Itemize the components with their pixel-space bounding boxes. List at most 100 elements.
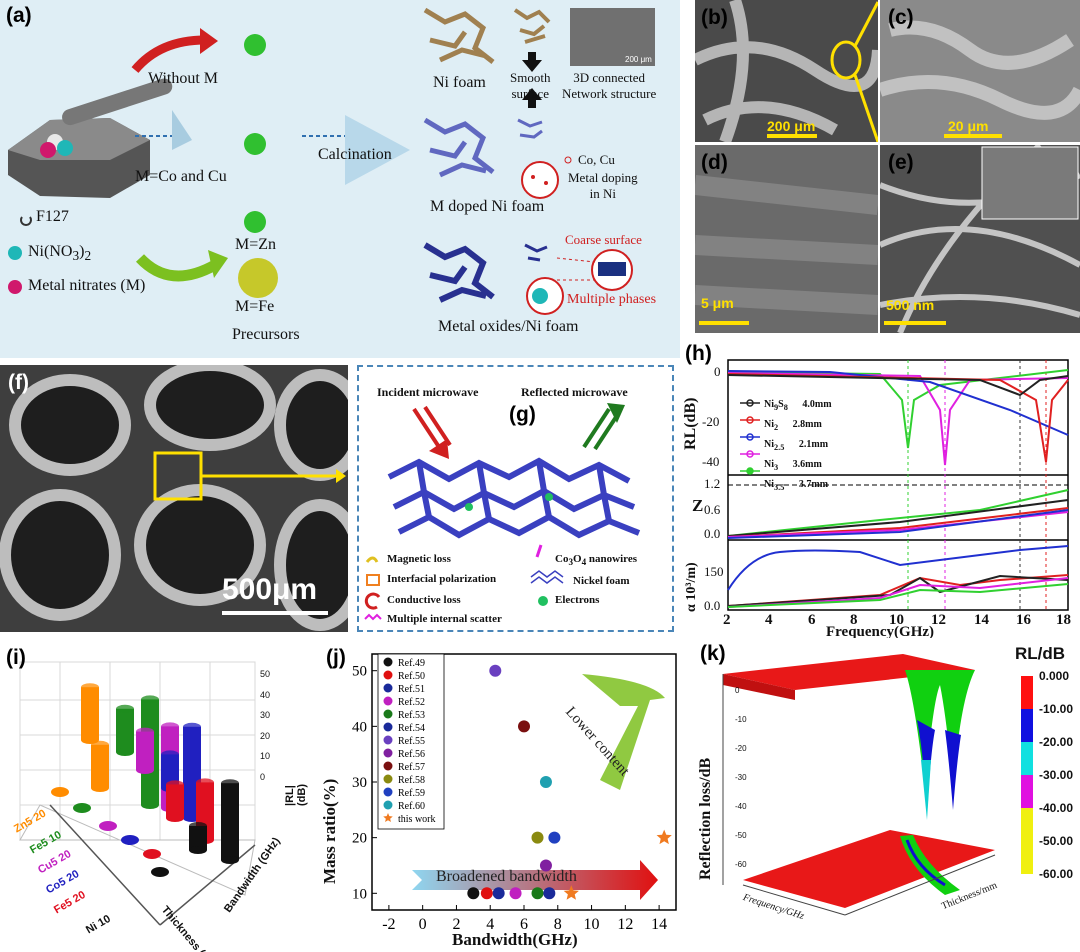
lower-content-arrow xyxy=(582,674,665,790)
panel-i: (i) Zn5 20 Fe5 10 Cu5 20 Co5 20 Fe5 20 Ni 10 … xyxy=(0,640,320,952)
data-point xyxy=(467,887,480,900)
legend-marker xyxy=(383,800,393,810)
m-fe-label: M=Fe xyxy=(235,298,275,315)
nickel-foam-label: Nickel foam xyxy=(573,575,630,587)
legend-marker xyxy=(383,709,393,719)
x-tick-label: 4 xyxy=(486,916,494,933)
panel-c: (c) 20 μm xyxy=(880,0,1080,142)
panel-e: (e) 500 nm xyxy=(880,145,1080,333)
legend-entry: Ni3.5 3.7mm xyxy=(764,479,829,492)
panel-g: (g) Incident microwave Reflected microwa… xyxy=(357,365,674,632)
legend-marker xyxy=(383,670,393,680)
panel-c-label: (c) xyxy=(888,6,914,29)
ni-foam-icon xyxy=(423,7,495,64)
nickel-foam-structure xyxy=(387,457,641,539)
thickness-disc xyxy=(151,867,169,877)
inset-scale-label: 200 μm xyxy=(625,55,652,64)
z-tick: 0.6 xyxy=(704,502,721,517)
legend-marker xyxy=(383,696,393,706)
legend-marker xyxy=(383,787,393,797)
legend-entry: Ni9S8 4.0mm xyxy=(764,399,832,412)
thickness-disc xyxy=(73,803,91,813)
data-point-star xyxy=(563,885,579,900)
legend-marker xyxy=(383,683,393,693)
x-tick: 16 xyxy=(1016,612,1031,628)
network-structure-label: 3D connected Network structure xyxy=(562,70,657,101)
panel-d-label: (d) xyxy=(701,151,728,174)
legend-label: Ref.54 xyxy=(398,723,425,734)
data-point xyxy=(518,720,530,733)
rl-axis-label: RL(dB) xyxy=(682,397,699,450)
z-tick: 0.0 xyxy=(704,526,721,541)
legend-label: Ref.49 xyxy=(398,658,425,669)
data-point xyxy=(548,831,561,844)
x-tick: 12 xyxy=(931,612,946,628)
nanowires-label: Co3O4 nanowires xyxy=(555,553,638,568)
conductive-label: Conductive loss xyxy=(387,594,461,606)
bar xyxy=(136,727,154,774)
alpha-axis-label: α 10³/m) xyxy=(684,562,699,612)
mortar-icon xyxy=(8,78,173,198)
legend-ni-nitrate: Ni(NO3)2 xyxy=(28,243,92,264)
data-point-star xyxy=(656,829,672,845)
legend-label: Ref.57 xyxy=(398,762,425,773)
panel-i-z-ticks: 50 40 30 20 10 0 xyxy=(260,669,271,782)
panel-b-label: (b) xyxy=(701,6,728,29)
panel-d: (d) 5 μm xyxy=(695,145,878,333)
panel-f-scale: 500μm xyxy=(222,573,318,606)
panel-b: (b) 200 μm xyxy=(695,0,878,142)
panel-h-legend: Ni9S8 4.0mm Ni2 2.8mm Ni2.5 2.1mm Ni3 3.6mm… xyxy=(764,396,832,496)
legend-marker xyxy=(383,761,393,771)
data-point xyxy=(509,887,522,900)
panel-k-label: (k) xyxy=(700,642,726,665)
panel-e-label: (e) xyxy=(888,151,914,174)
panel-g-label: (g) xyxy=(509,403,536,426)
legend-box xyxy=(377,653,445,830)
bar xyxy=(81,683,99,744)
incident-label: Incident microwave xyxy=(377,385,479,399)
electrons-label: Electrons xyxy=(555,594,600,606)
scatter-chart: -2 0 2 4 6 8 10 12 14 10 20 30 40 50 Ref.49 Ref.50 Ref.5… xyxy=(352,653,677,933)
legend-entry: Ni3 3.6mm xyxy=(764,459,822,472)
reflected-label: Reflected microwave xyxy=(521,385,628,399)
panel-k: (k) Reflection loss/dB 0 -10 -20 -30 -40 -50-… xyxy=(695,640,1080,952)
thickness-disc xyxy=(99,821,117,831)
rl-tick: -40 xyxy=(702,454,720,469)
colorbar-label: 0.000 xyxy=(1039,669,1070,683)
m-doped-label: M doped Ni foam xyxy=(430,198,545,215)
data-point xyxy=(489,664,502,677)
colorbar-label: -40.00 xyxy=(1039,801,1074,815)
data-point xyxy=(543,887,556,900)
m-zn-label: M=Zn xyxy=(235,236,277,253)
x-tick: 6 xyxy=(808,612,816,628)
rl-axis-label: |RL| (dB) xyxy=(284,784,308,806)
interfacial-label: Interfacial polarization xyxy=(387,573,497,585)
panel-f: (f) 500μm xyxy=(0,365,348,632)
coarse-surface-label: Coarse surface xyxy=(565,232,642,247)
legend-label: Ref.56 xyxy=(398,749,425,760)
x-tick: 8 xyxy=(850,612,858,628)
curved-arrow-red-icon xyxy=(131,35,206,73)
metal-oxide-foam-icon xyxy=(423,242,495,303)
colorbar-label: -30.00 xyxy=(1039,768,1074,782)
legend-label: Ref.59 xyxy=(398,788,425,799)
x-tick: 2 xyxy=(723,612,731,628)
data-point xyxy=(531,831,544,844)
z-axis-label: Reflection loss/dB xyxy=(697,757,714,880)
smooth-surface-label: Smooth surface xyxy=(510,70,551,101)
legend-metal-nitrates: Metal nitrates (M) xyxy=(28,277,146,294)
legend-label: Ref.60 xyxy=(398,801,425,812)
panel-h-label: (h) xyxy=(685,342,712,365)
panel-i-bars xyxy=(51,683,239,877)
z-axis-label: Z xyxy=(692,496,704,515)
broadened-bandwidth-label: Broadened bandwidth xyxy=(436,868,577,885)
x-tick: 4 xyxy=(765,612,773,628)
legend-marker xyxy=(383,774,393,784)
legend-marker xyxy=(383,722,393,732)
colorbar-label: -50.00 xyxy=(1039,834,1074,848)
thickness-disc xyxy=(121,835,139,845)
x-tick-label: -2 xyxy=(382,916,395,933)
without-m-label: Without M xyxy=(148,70,219,87)
x-tick: 14 xyxy=(974,612,989,628)
rl-tick: 0 xyxy=(714,364,721,379)
